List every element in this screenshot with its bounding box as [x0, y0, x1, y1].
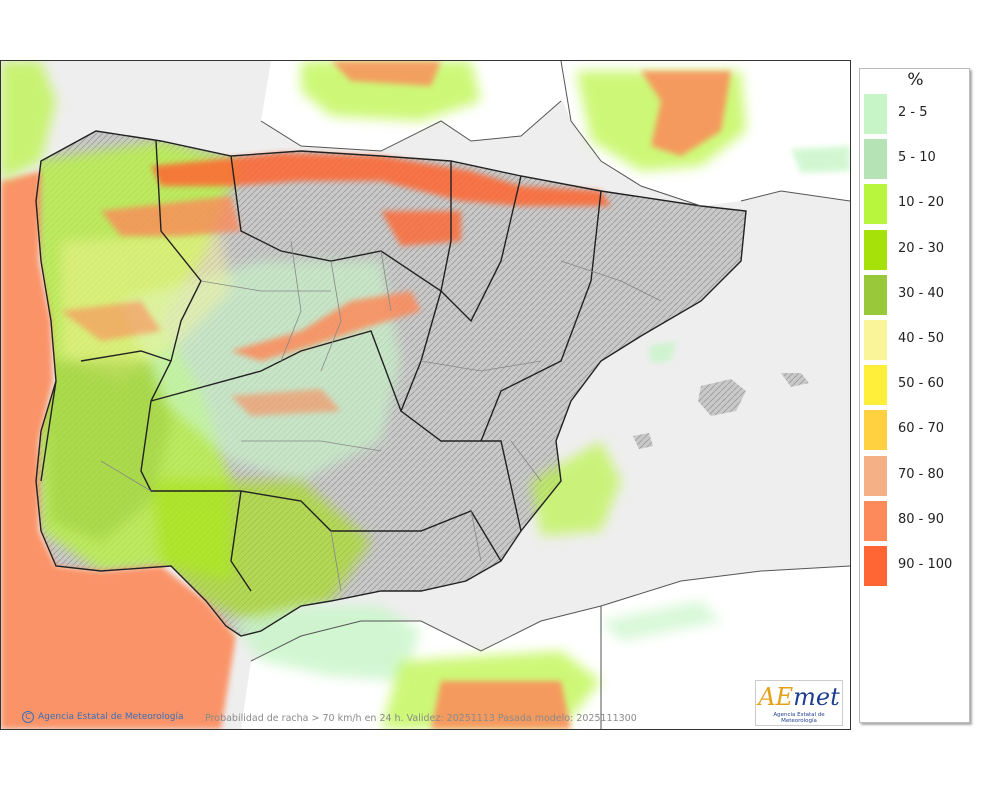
region-borders: [35, 130, 747, 637]
ibiza: [633, 433, 653, 449]
galicia-yellow-zone: [61, 231, 231, 381]
legend-panel: % 2 - 5 5 - 10 10 - 20 20 - 30 30 - 40 40 - 5…: [859, 68, 970, 723]
asturias-zone: [101, 196, 241, 236]
legend-label: 90 - 100: [898, 557, 953, 572]
legend-swatch: [864, 229, 887, 270]
legend-label: 30 - 40: [898, 285, 945, 301]
cantabrian-high-zone: [151, 153, 611, 206]
menorca: [781, 373, 809, 387]
legend-item: 70 - 80: [864, 455, 968, 496]
legend-swatch: [864, 546, 887, 586]
legend-item: 40 - 50: [864, 320, 968, 360]
aemet-logo-text: AEmet: [756, 683, 842, 711]
aemet-logo-subtitle: Agencia Estatal de Meteorología: [773, 712, 825, 724]
legend-swatch: [864, 94, 887, 134]
toledo-zone: [231, 389, 341, 416]
legend-label: 80 - 90: [898, 511, 945, 527]
aquitaine-high-zone: [331, 61, 441, 86]
legend-swatch: [864, 365, 887, 406]
portugal-green-zone: [41, 361, 171, 541]
balearic-sea-zone: [649, 341, 676, 363]
africa-borders: [250, 565, 850, 729]
province-borders: [100, 240, 662, 592]
legend-item: 5 - 10: [864, 139, 968, 180]
legend-label: 40 - 50: [898, 331, 945, 346]
alboran-pale-zone: [231, 606, 421, 681]
legend-item: 20 - 30: [864, 229, 968, 270]
legend-swatch: [864, 274, 887, 315]
biscay-green-zone: [1, 61, 56, 181]
legend-label: 70 - 80: [898, 466, 945, 482]
copyright-text: Agencia Estatal de Meteorología: [38, 712, 184, 722]
legend-title: %: [907, 70, 924, 90]
legend-label: 50 - 60: [898, 376, 945, 392]
aemet-logo: AEmet Agencia Estatal de Meteorología: [755, 680, 843, 726]
valencia-sea-zone: [531, 441, 621, 536]
copyright-notice: C Agencia Estatal de Meteorología: [22, 711, 184, 723]
legend-swatch: [864, 455, 887, 496]
legend-label: 20 - 30: [898, 240, 945, 256]
map-caption: Probabilidad de racha > 70 km/h en 24 h.…: [205, 713, 637, 724]
africa-high-zone: [431, 681, 571, 729]
france-coast: [260, 61, 850, 207]
legend-item: 50 - 60: [864, 365, 968, 406]
legend-item: 60 - 70: [864, 410, 968, 451]
navarra-zone: [381, 211, 461, 246]
algeria-pale-zone: [601, 601, 721, 641]
portugal-north-zone: [61, 301, 161, 341]
legend-label: 60 - 70: [898, 421, 945, 437]
legend-swatch: [864, 320, 887, 360]
aemet-logo-met: met: [793, 683, 840, 711]
legend-swatch: [864, 184, 887, 225]
legend-item: 2 - 5: [864, 94, 968, 134]
legend-swatch: [864, 139, 887, 180]
copyright-icon: C: [22, 711, 34, 723]
map-canvas: [1, 61, 850, 729]
gulf-lion-high-zone: [641, 71, 731, 156]
legend-item: 10 - 20: [864, 184, 968, 225]
aemet-logo-ae: AE: [758, 683, 794, 711]
legend-label: 2 - 5: [898, 105, 928, 120]
south-green-zone: [151, 481, 371, 626]
probability-map: [0, 60, 851, 730]
legend-swatch: [864, 410, 887, 451]
legend-label: 10 - 20: [898, 195, 945, 211]
central-system-zone: [231, 291, 421, 361]
legend-item: 90 - 100: [864, 546, 968, 586]
legend-item: 80 - 90: [864, 500, 968, 541]
atlantic-high-zone: [1, 171, 236, 729]
legend-label: 5 - 10: [898, 150, 936, 166]
mallorca: [698, 379, 746, 416]
legend-item: 30 - 40: [864, 274, 968, 315]
legend-swatch: [864, 500, 887, 541]
ligurian-pale-zone: [791, 146, 850, 173]
